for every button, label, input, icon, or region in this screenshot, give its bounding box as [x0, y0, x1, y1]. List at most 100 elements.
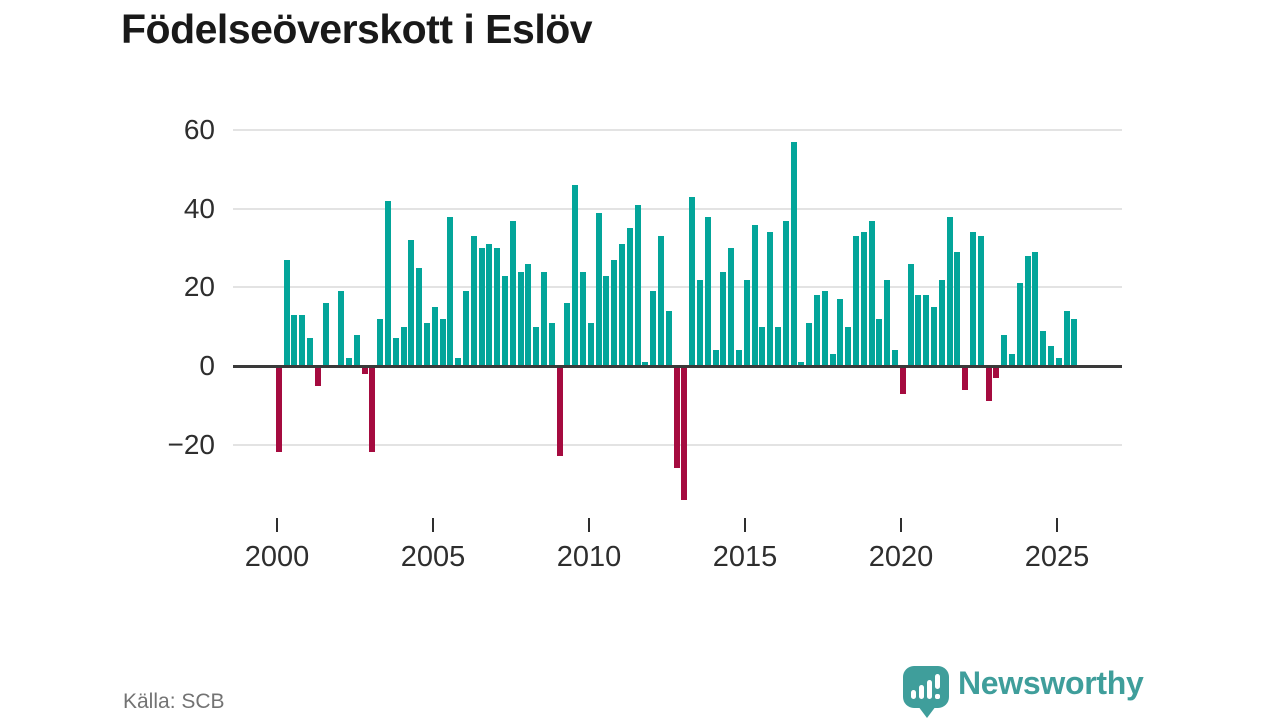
logo-bar-3 — [927, 680, 932, 699]
bar-2004Q1 — [400, 326, 407, 366]
bar-2022Q4 — [985, 366, 992, 402]
bar-2021Q3 — [946, 216, 953, 366]
x-tick-2025 — [1056, 518, 1058, 532]
bar-2025Q3 — [1071, 318, 1078, 366]
bar-2018Q4 — [860, 232, 867, 366]
bar-2021Q2 — [938, 279, 945, 366]
x-axis-label: 2010 — [556, 541, 622, 573]
bar-2006Q2 — [470, 236, 477, 366]
bar-2006Q3 — [478, 248, 485, 366]
bar-2007Q3 — [509, 220, 516, 366]
bar-2019Q3 — [884, 279, 891, 366]
bar-2010Q2 — [595, 212, 602, 366]
gridline-60 — [233, 129, 1122, 132]
bar-2013Q1 — [681, 366, 688, 500]
bar-2015Q4 — [767, 232, 774, 366]
bar-2011Q1 — [618, 244, 626, 366]
bar-2018Q2 — [845, 326, 852, 366]
bar-2003Q4 — [392, 338, 399, 366]
y-axis-label: 20 — [183, 271, 215, 303]
chart-title: Födelseöverskott i Eslöv — [121, 6, 593, 52]
bar-2023Q1 — [993, 366, 1000, 378]
y-axis-label: 40 — [183, 192, 215, 224]
bar-2019Q1 — [868, 220, 875, 366]
bar-2002Q4 — [361, 366, 368, 374]
gridline-20 — [233, 286, 1122, 289]
bar-2000Q2 — [283, 259, 290, 366]
bar-2013Q2 — [689, 197, 696, 366]
bar-2000Q3 — [291, 314, 298, 366]
bar-2010Q4 — [611, 259, 618, 366]
bar-2017Q2 — [813, 295, 821, 366]
bar-2018Q1 — [837, 299, 844, 366]
bar-2004Q3 — [416, 267, 423, 366]
bar-2002Q1 — [338, 291, 345, 366]
bar-2019Q4 — [891, 350, 899, 366]
newsworthy-wordmark: Newsworthy — [958, 665, 1144, 701]
bar-2016Q2 — [782, 220, 789, 366]
bar-2001Q3 — [322, 303, 329, 366]
x-tick-2010 — [588, 518, 590, 532]
bar-2020Q2 — [907, 263, 914, 366]
bar-2015Q1 — [743, 279, 750, 366]
bar-2013Q3 — [696, 279, 704, 366]
bar-2014Q2 — [720, 271, 727, 366]
bar-2010Q1 — [587, 322, 594, 366]
bar-2009Q1 — [556, 366, 563, 457]
bar-2013Q4 — [704, 216, 711, 366]
bar-2005Q3 — [447, 216, 454, 366]
bar-2017Q4 — [829, 354, 836, 366]
logo-bar-2 — [919, 685, 924, 699]
logo-exclamation-dot — [935, 694, 940, 699]
bar-2020Q3 — [915, 295, 922, 366]
bar-2016Q3 — [790, 141, 797, 366]
bar-2005Q4 — [455, 358, 462, 366]
bar-2016Q1 — [774, 326, 782, 366]
bar-2012Q3 — [665, 310, 672, 366]
bar-2001Q1 — [306, 338, 314, 366]
x-tick-2020 — [900, 518, 902, 532]
bar-2022Q3 — [977, 236, 984, 366]
bar-2014Q1 — [712, 350, 719, 366]
bar-2011Q3 — [634, 204, 641, 366]
bar-2014Q3 — [728, 248, 735, 366]
bar-2015Q3 — [759, 326, 766, 366]
newsworthy-bubble-tail — [918, 706, 936, 718]
bar-2024Q2 — [1032, 252, 1039, 366]
x-tick-2005 — [432, 518, 434, 532]
newsworthy-logo: Newsworthy — [897, 664, 1167, 720]
bar-2002Q2 — [345, 358, 353, 366]
bar-2017Q3 — [821, 291, 828, 366]
bar-2025Q2 — [1063, 310, 1070, 366]
bar-2021Q4 — [954, 252, 961, 366]
bar-2008Q2 — [533, 326, 540, 366]
gridline-40 — [233, 207, 1122, 210]
bar-2008Q3 — [540, 271, 548, 366]
x-axis-label: 2000 — [244, 541, 310, 573]
bar-2007Q4 — [517, 271, 524, 366]
bar-2006Q4 — [486, 244, 493, 366]
bar-2017Q1 — [806, 322, 813, 366]
bar-2024Q3 — [1040, 330, 1047, 366]
bar-2007Q2 — [501, 275, 509, 366]
bar-2009Q2 — [564, 303, 571, 366]
bar-2009Q4 — [579, 271, 587, 366]
bar-2003Q3 — [384, 200, 392, 366]
bar-2010Q3 — [603, 275, 610, 366]
source-note: Källa: SCB — [123, 690, 225, 713]
bar-2018Q3 — [852, 236, 860, 366]
bar-2002Q3 — [353, 334, 360, 366]
bar-2001Q2 — [314, 366, 321, 386]
bar-2003Q2 — [377, 318, 384, 366]
bar-2011Q2 — [626, 228, 633, 366]
bar-2024Q1 — [1024, 255, 1031, 366]
bar-2011Q4 — [642, 362, 649, 366]
bar-2023Q3 — [1008, 354, 1016, 366]
logo-exclamation-stem — [935, 674, 940, 689]
bar-2007Q1 — [494, 248, 501, 366]
bar-2004Q2 — [408, 240, 415, 366]
x-axis-label: 2025 — [1024, 541, 1090, 573]
bar-2012Q1 — [650, 291, 657, 366]
